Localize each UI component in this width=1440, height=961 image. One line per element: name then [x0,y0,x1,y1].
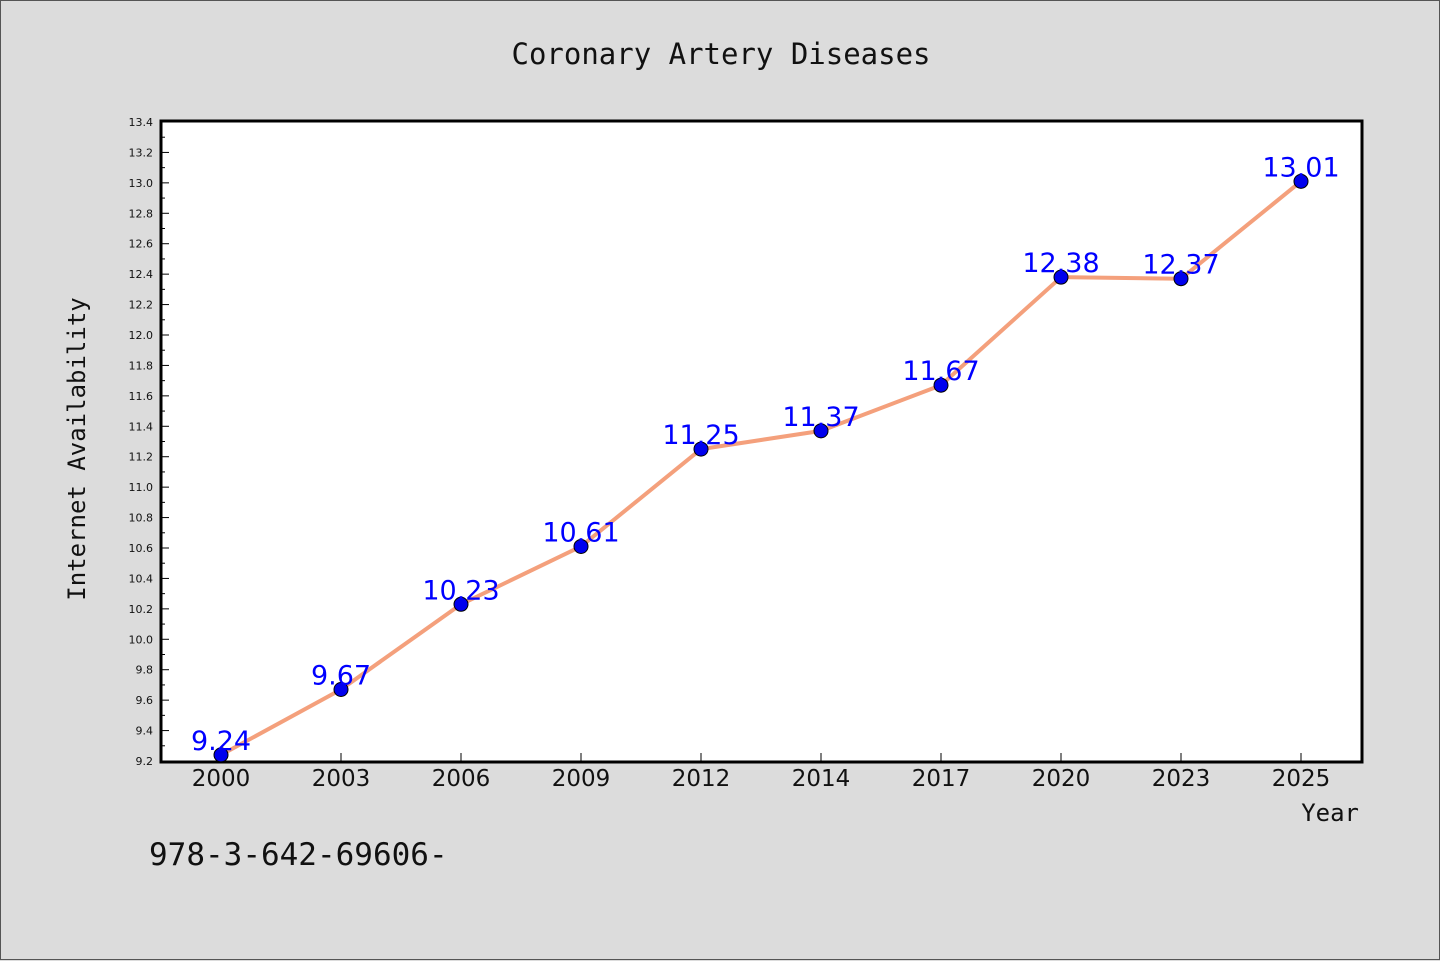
x-tick-label: 2025 [1272,766,1331,792]
chart-title: Coronary Artery Diseases [511,37,930,71]
data-labels: 9.24 9.67 10.23 10.61 11.25 11.37 11.67 12.38 12… [191,152,1340,757]
y-tick-label: 12.2 [129,299,154,312]
data-point-marker [333,681,349,697]
y-tick-label: 9.8 [136,664,154,677]
x-tick-label: 2012 [672,766,731,792]
data-point-marker [1173,271,1189,287]
y-tick-label: 10.2 [129,603,154,616]
data-point-label: 11.37 [782,402,859,433]
y-tick-label: 10.8 [129,512,154,525]
y-axis: 9.2 9.4 9.6 9.8 10.0 10.2 10.4 10.6 10.8 11.0 11.2… [129,116,169,768]
data-point-label: 11.25 [662,420,739,451]
x-tick-label: 2020 [1032,766,1091,792]
x-tick-label: 2003 [312,766,371,792]
y-tick-label: 11.6 [129,390,154,403]
y-tick-label: 13.2 [129,146,154,159]
y-tick-label: 11.2 [129,451,154,464]
data-point-marker [813,423,829,439]
y-tick-label: 12.0 [129,329,154,342]
data-point-marker [693,441,709,457]
data-point-marker [573,538,589,554]
data-point-label: 10.61 [542,517,619,548]
x-tick-label: 2014 [792,766,851,792]
data-point-marker [453,596,469,612]
series-markers [213,173,1309,763]
data-point-label: 11.67 [902,356,979,387]
y-tick-label: 9.2 [136,755,154,768]
y-tick-label: 11.4 [129,420,154,433]
footer-isbn-text: 978-3-642-69606- [149,837,448,873]
data-point-label: 12.37 [1142,250,1219,281]
y-tick-label: 13.0 [129,177,154,190]
data-point-marker [1293,173,1309,189]
x-tick-label: 2023 [1152,766,1211,792]
y-tick-label: 12.6 [129,238,154,251]
data-point-marker [1053,269,1069,285]
data-point-label: 10.23 [422,575,499,606]
y-tick-label: 13.4 [129,116,154,129]
y-axis-title: Internet Availability [63,297,91,600]
y-tick-label: 12.8 [129,207,154,220]
series-line [220,179,1303,757]
x-axis: 2000 2003 2006 2009 2012 2014 2017 2020 2023 2025 [192,753,1331,792]
x-tick-label: 2000 [192,766,251,792]
x-tick-label: 2006 [432,766,491,792]
y-tick-label: 11.8 [129,359,154,372]
data-point-label: 12.38 [1022,248,1099,279]
x-tick-label: 2009 [552,766,611,792]
y-tick-label: 10.6 [129,542,154,555]
data-point-label: 9.67 [311,660,371,691]
x-axis-title: Year [1301,799,1359,827]
data-point-marker [933,377,949,393]
data-point-label: 13.01 [1262,152,1339,183]
y-tick-label: 9.6 [136,694,154,707]
data-point-label: 9.24 [191,726,251,757]
y-tick-label: 10.0 [129,633,154,646]
y-tick-label: 11.0 [129,481,154,494]
x-tick-label: 2017 [912,766,971,792]
data-point-marker [213,747,229,763]
y-tick-label: 10.4 [129,572,154,585]
y-tick-label: 12.4 [129,268,154,281]
y-tick-label: 9.4 [136,725,154,738]
